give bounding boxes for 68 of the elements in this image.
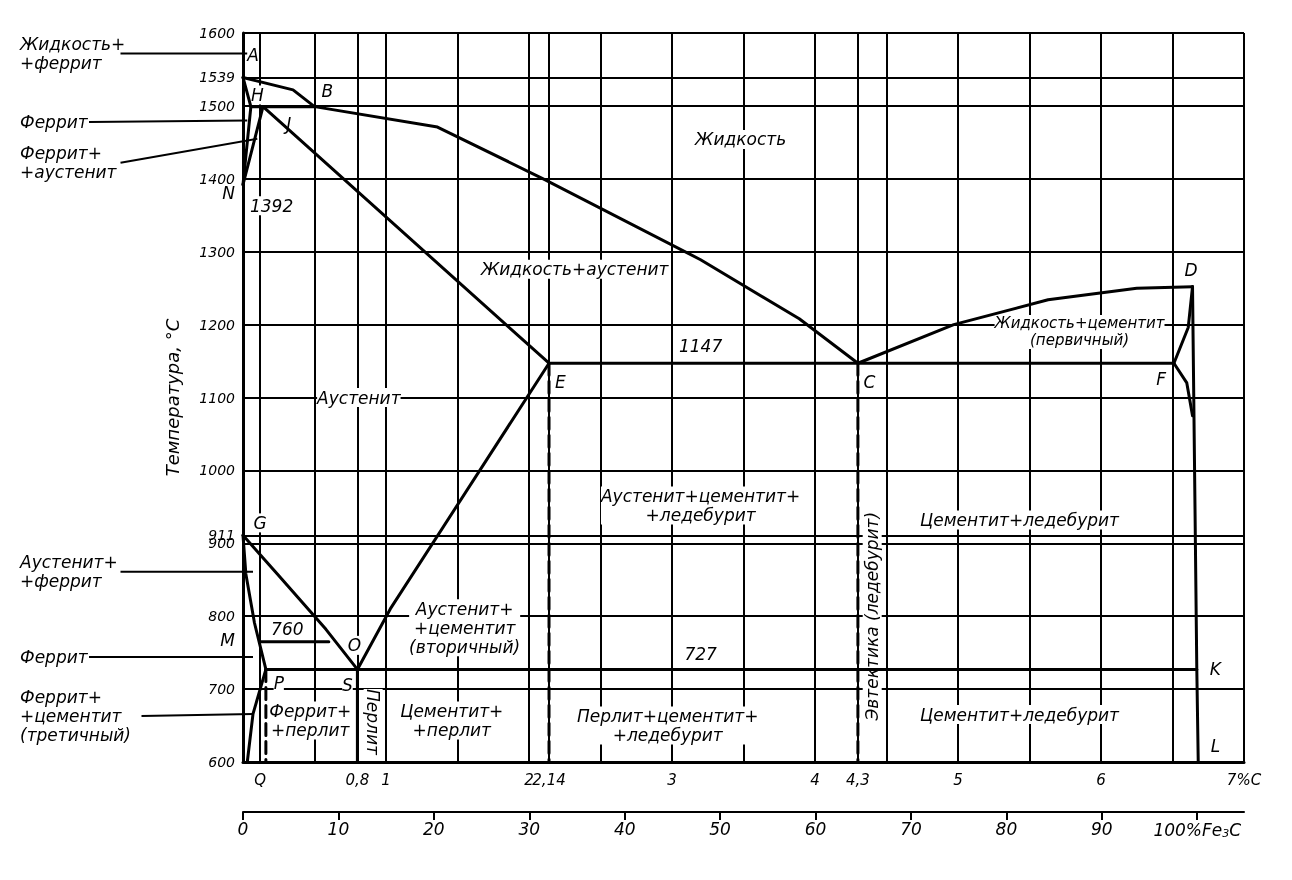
text: Феррит bbox=[20, 647, 89, 668]
x2-tick-label: 70 bbox=[900, 818, 922, 839]
x-tick-label: 4 bbox=[810, 770, 820, 789]
y-tick-label: 800 bbox=[208, 608, 236, 625]
annotation: 727 bbox=[684, 644, 718, 665]
annotation: Феррит bbox=[20, 111, 89, 132]
annotation: Цементит+ледебурит bbox=[920, 704, 1121, 725]
x-tick-label: 5 bbox=[953, 770, 963, 789]
annotation: P bbox=[273, 673, 285, 694]
x2-tick-label: 60 bbox=[804, 818, 827, 839]
annotation: G bbox=[253, 512, 267, 533]
annotation: H bbox=[250, 84, 264, 105]
annotation: D bbox=[1184, 259, 1198, 280]
y-tick-label: 1300 bbox=[199, 243, 236, 260]
annotation: Аустенит bbox=[316, 387, 402, 408]
y-tick-label: 1500 bbox=[199, 97, 236, 114]
x2-tick-label: 10 bbox=[327, 818, 350, 839]
annotation: S bbox=[341, 674, 353, 695]
annotation: O bbox=[347, 635, 362, 656]
x-tick-label: 0,8 bbox=[345, 770, 370, 789]
annotation: Феррит+ +цементит (третичный) bbox=[20, 687, 131, 746]
annotation: E bbox=[555, 372, 567, 393]
annotation: Аустенит+ +цементит (вторичный) bbox=[409, 598, 521, 657]
y-tick-label: 700 bbox=[208, 681, 236, 698]
x-tick-label: 2,14 bbox=[532, 770, 566, 789]
x-tick-label: Q bbox=[254, 770, 267, 789]
annotation: Жидкость+аустенит bbox=[479, 259, 670, 280]
x2-tick-label: 80 bbox=[995, 818, 1018, 839]
annotation: Жидкость bbox=[694, 129, 787, 150]
annotation: L bbox=[1210, 735, 1221, 756]
y-tick-label: 1200 bbox=[199, 316, 236, 333]
annotation: Цементит+ледебурит bbox=[920, 509, 1121, 530]
x2-tick-label: 20 bbox=[423, 818, 445, 839]
y-tick-label: 600 bbox=[208, 754, 236, 770]
x-tick-label: 6 bbox=[1096, 770, 1106, 789]
text: Жидкость+ +феррит bbox=[19, 33, 126, 73]
annotation: 1392 bbox=[249, 195, 294, 216]
text: Аустенит+ +феррит bbox=[19, 552, 118, 592]
y-axis-title: Температура, °С bbox=[161, 318, 183, 477]
annotation: F bbox=[1156, 369, 1167, 390]
annotation: K bbox=[1209, 658, 1223, 679]
y-tick-label: 1000 bbox=[199, 462, 236, 479]
x-tick-label: 1 bbox=[381, 770, 391, 789]
x-tick-label: 2 bbox=[524, 770, 534, 789]
x2-tick-label: 30 bbox=[518, 818, 541, 839]
x-tick-label: 4,3 bbox=[845, 770, 870, 789]
x2-tick-label: 40 bbox=[613, 818, 636, 839]
annotation: Эвтектика (ледебурит) bbox=[862, 511, 883, 722]
x-tick-label: 7%C bbox=[1226, 770, 1262, 789]
annotation: Перлит bbox=[363, 688, 384, 756]
x2-tick-label: 0 bbox=[237, 818, 249, 839]
y-tick-label: 1100 bbox=[199, 389, 236, 406]
annotation: Феррит+ +перлит bbox=[269, 700, 352, 740]
annotation: C bbox=[863, 372, 876, 393]
x-tick-label: 3 bbox=[667, 770, 677, 789]
text: M bbox=[220, 630, 236, 651]
annotation: Перлит+цементит+ +ледебурит bbox=[576, 706, 759, 746]
annotation: 1147 bbox=[678, 336, 723, 357]
annotation: 760 bbox=[271, 619, 304, 640]
x2-tick-label: 90 bbox=[1091, 818, 1113, 839]
annotation: A bbox=[246, 44, 259, 65]
y-tick-label: 1600 bbox=[199, 25, 236, 41]
annotation: Цементит+ +перлит bbox=[400, 700, 504, 740]
annotation: Жидкость+цементит (первичный) bbox=[993, 314, 1166, 350]
x2-tick-label: 50 bbox=[709, 818, 731, 839]
y-tick-label: 1539 bbox=[199, 69, 236, 86]
annotation: B bbox=[321, 80, 334, 101]
annotation: Феррит+ +аустенит bbox=[20, 143, 118, 183]
